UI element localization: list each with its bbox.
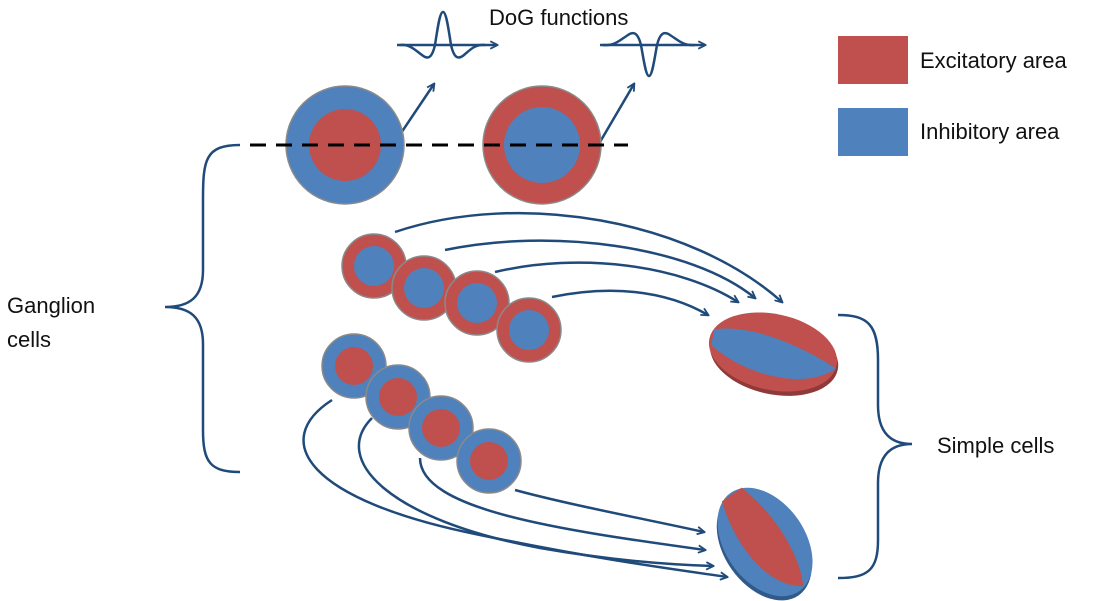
dog-plot-on-center	[397, 10, 497, 59]
on-center-cell-large	[285, 85, 405, 205]
off-center-cell-small	[444, 270, 510, 336]
off-center-cell-row	[341, 233, 562, 363]
ganglion-cells-label-line2: cells	[7, 327, 52, 352]
dog-curve-off-center	[602, 31, 696, 78]
on-center-cell-small	[408, 395, 474, 461]
legend-swatch-inhibitory	[838, 108, 908, 156]
simple-cells-label: Simple cells	[937, 433, 1055, 458]
off-center-cell-small	[341, 233, 407, 299]
diagram-title: DoG functions	[489, 5, 629, 30]
legend-label-excitatory: Excitatory area	[920, 48, 1067, 73]
off-center-cell-small	[391, 255, 457, 321]
on-center-cell-small	[456, 428, 522, 494]
dog-curve-on-center	[399, 10, 486, 59]
connection-arrows-upper	[394, 211, 782, 315]
pointer-arrow-off-center	[598, 84, 634, 143]
legend-label-inhibitory: Inhibitory area	[920, 119, 1060, 144]
dog-plot-off-center	[600, 31, 705, 78]
legend-swatch-excitatory	[838, 36, 908, 84]
simple-cell-lower	[716, 487, 813, 601]
simple-cell-upper	[708, 312, 839, 396]
off-center-cell-small	[496, 297, 562, 363]
ganglion-brace	[164, 143, 241, 474]
simple-cells-brace	[837, 313, 913, 580]
on-center-cell-row	[321, 333, 522, 494]
ganglion-cells-label-line1: Ganglion	[7, 293, 96, 318]
connection-arrows-lower	[302, 398, 727, 577]
